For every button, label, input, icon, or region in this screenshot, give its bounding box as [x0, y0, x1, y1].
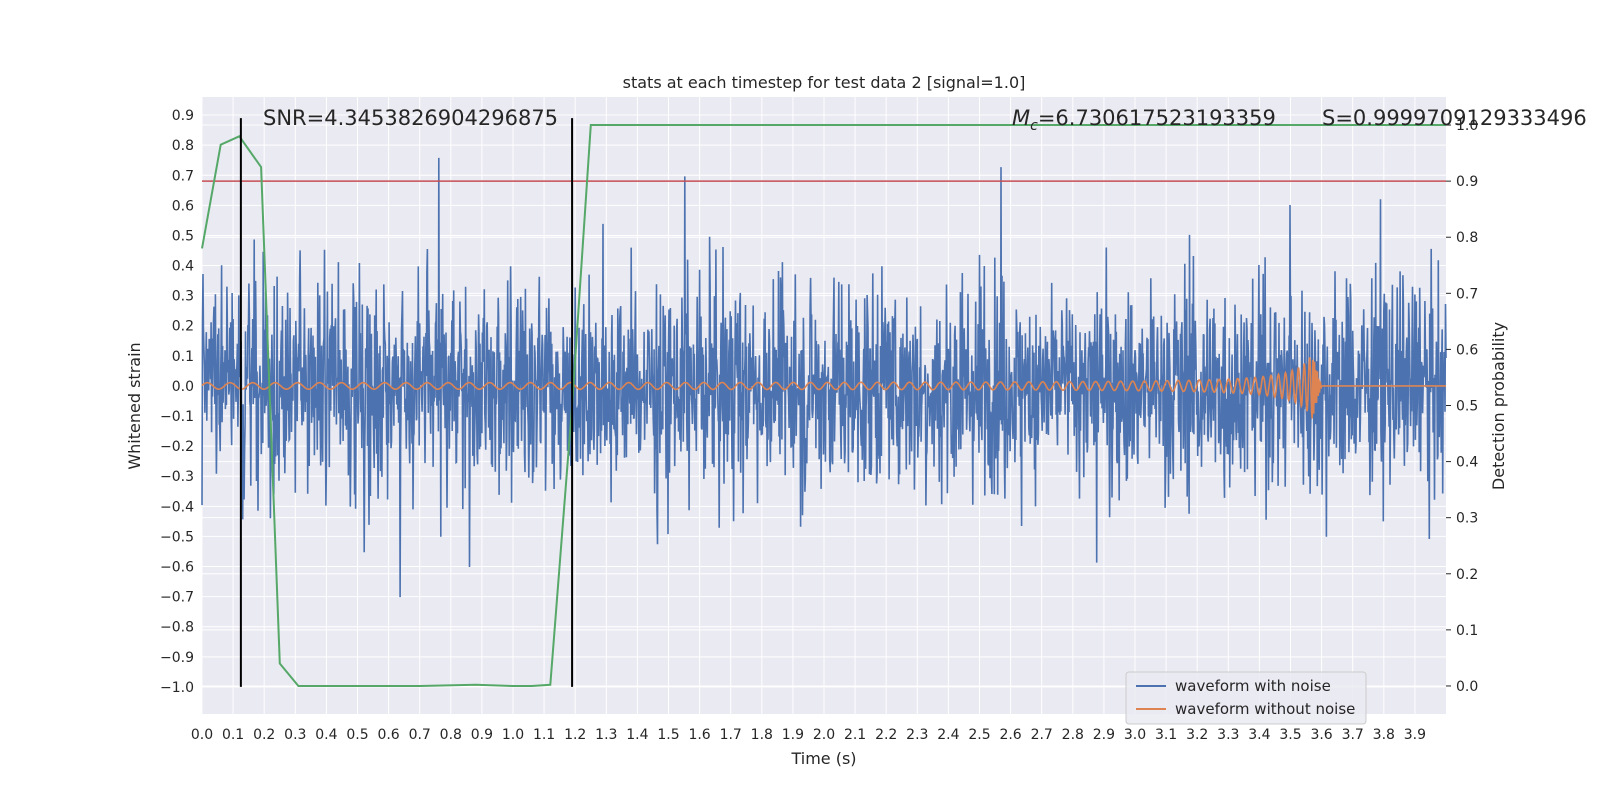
y-tick-label: 0.9	[172, 108, 194, 124]
y-axis-label: Whitened strain	[125, 342, 144, 469]
legend: waveform with noise waveform without noi…	[1125, 671, 1367, 725]
y-tick-label: −0.4	[160, 499, 194, 515]
x-tick-label: 3.8	[1373, 727, 1395, 743]
x-tick-label: 0.0	[191, 727, 213, 743]
x-tick-label: 0.5	[346, 727, 368, 743]
y-tick-label: 0.2	[172, 319, 194, 335]
x-tick-label: 3.9	[1404, 727, 1426, 743]
y-tick-label: 0.0	[172, 379, 194, 395]
x-tick-label: 3.4	[1248, 727, 1270, 743]
y2-tick-label: 1.0	[1456, 118, 1478, 134]
x-tick-label: 0.6	[377, 727, 399, 743]
clean-waveform-line	[201, 357, 1446, 419]
series-waveform-without-noise	[201, 357, 1446, 419]
x-tick-label: 2.5	[968, 727, 990, 743]
x-tick-label: 1.1	[533, 727, 555, 743]
x-tick-label: 1.2	[564, 727, 586, 743]
legend-label-clean: waveform without noise	[1175, 700, 1355, 718]
x-tick-label: 0.9	[471, 727, 493, 743]
x-tick-label: 3.7	[1342, 727, 1364, 743]
y2-tick-label: 0.1	[1456, 623, 1478, 639]
x-tick-label: 3.1	[1155, 727, 1177, 743]
x-tick-label: 1.0	[502, 727, 524, 743]
x-tick-label: 2.7	[1031, 727, 1053, 743]
x-tick-label: 3.3	[1217, 727, 1239, 743]
y2-tick-label: 0.2	[1456, 567, 1478, 583]
y-tick-label: −0.1	[160, 409, 194, 425]
y-tick-label: −0.6	[160, 560, 194, 576]
x-tick-label: 2.1	[844, 727, 866, 743]
y2-tick-label: 0.6	[1456, 342, 1478, 358]
y2-tick-label: 0.0	[1456, 679, 1478, 695]
y2-tick-label: 0.7	[1456, 286, 1478, 302]
y-tick-label: −0.7	[160, 590, 194, 606]
y-tick-label: 0.1	[172, 349, 194, 365]
y2-tick-label: 0.9	[1456, 174, 1478, 190]
overlay-lines	[201, 118, 1446, 687]
y2-axis-ticks: 1.0 0.9 0.8 0.7 0.6 0.5 0.4 0.3 0.2 0.1 0.0	[1446, 118, 1478, 695]
x-tick-label: 0.4	[315, 727, 337, 743]
y-tick-label: −0.8	[160, 620, 194, 636]
y-axis-ticks: 0.9 0.8 0.7 0.6 0.5 0.4 0.3 0.2 0.1 0.0 −0.1 −0.2 −0…	[160, 108, 194, 696]
x-tick-label: 2.9	[1093, 727, 1115, 743]
x-tick-label: 1.6	[688, 727, 710, 743]
x-tick-label: 1.3	[595, 727, 617, 743]
x-tick-label: 2.8	[1062, 727, 1084, 743]
legend-label-noise: waveform with noise	[1175, 677, 1331, 695]
x-tick-label: 0.7	[409, 727, 431, 743]
y2-tick-label: 0.4	[1456, 455, 1478, 471]
y-tick-label: 0.6	[172, 198, 194, 214]
x-tick-label: 1.9	[782, 727, 804, 743]
y-tick-label: −0.3	[160, 469, 194, 485]
x-tick-label: 3.2	[1186, 727, 1208, 743]
x-tick-label: 2.2	[875, 727, 897, 743]
x-tick-label: 0.2	[253, 727, 275, 743]
x-tick-label: 1.5	[657, 727, 679, 743]
y-tick-label: 0.4	[172, 259, 194, 275]
snr-annotation: SNR=4.3453826904296875	[263, 106, 558, 130]
y2-tick-label: 0.8	[1456, 230, 1478, 246]
s-annotation: S=0.9999709129333496	[1322, 106, 1587, 130]
y-tick-label: 0.5	[172, 228, 194, 244]
y-tick-label: 0.7	[172, 168, 194, 184]
x-tick-label: 2.4	[937, 727, 959, 743]
chart-title: stats at each timestep for test data 2 […	[623, 73, 1026, 92]
y2-tick-label: 0.3	[1456, 511, 1478, 527]
y-tick-label: 0.8	[172, 138, 194, 154]
x-tick-label: 0.3	[284, 727, 306, 743]
y2-tick-label: 0.5	[1456, 399, 1478, 415]
series-waveform-with-noise	[201, 157, 1447, 598]
mc-annotation: Mc=6.730617523193359	[1012, 106, 1276, 134]
y-tick-label: −0.5	[160, 529, 194, 545]
y-tick-label: −0.9	[160, 650, 194, 666]
x-tick-label: 2.6	[999, 727, 1021, 743]
y-tick-label: −1.0	[160, 680, 194, 696]
x-axis-label: Time (s)	[790, 749, 856, 768]
noise-waveform-line	[201, 157, 1447, 598]
x-tick-label: 2.3	[906, 727, 928, 743]
x-tick-label: 1.4	[626, 727, 648, 743]
x-tick-label: 3.0	[1124, 727, 1146, 743]
x-tick-label: 2.0	[813, 727, 835, 743]
legend-box	[1125, 671, 1367, 725]
x-axis-ticks: 0.0 0.1 0.2 0.3 0.4 0.5 0.6 0.7 0.8 0.9 1.0 1.1 1.2 1…	[191, 727, 1426, 743]
y-tick-label: −0.2	[160, 439, 194, 455]
x-tick-label: 3.6	[1310, 727, 1332, 743]
x-tick-label: 3.5	[1279, 727, 1301, 743]
y-tick-label: 0.3	[172, 289, 194, 305]
x-tick-label: 0.1	[222, 727, 244, 743]
x-tick-label: 1.7	[720, 727, 742, 743]
x-tick-label: 1.8	[751, 727, 773, 743]
x-tick-label: 0.8	[440, 727, 462, 743]
y2-axis-label: Detection probability	[1489, 322, 1508, 490]
detection-probability-line	[201, 124, 1446, 687]
